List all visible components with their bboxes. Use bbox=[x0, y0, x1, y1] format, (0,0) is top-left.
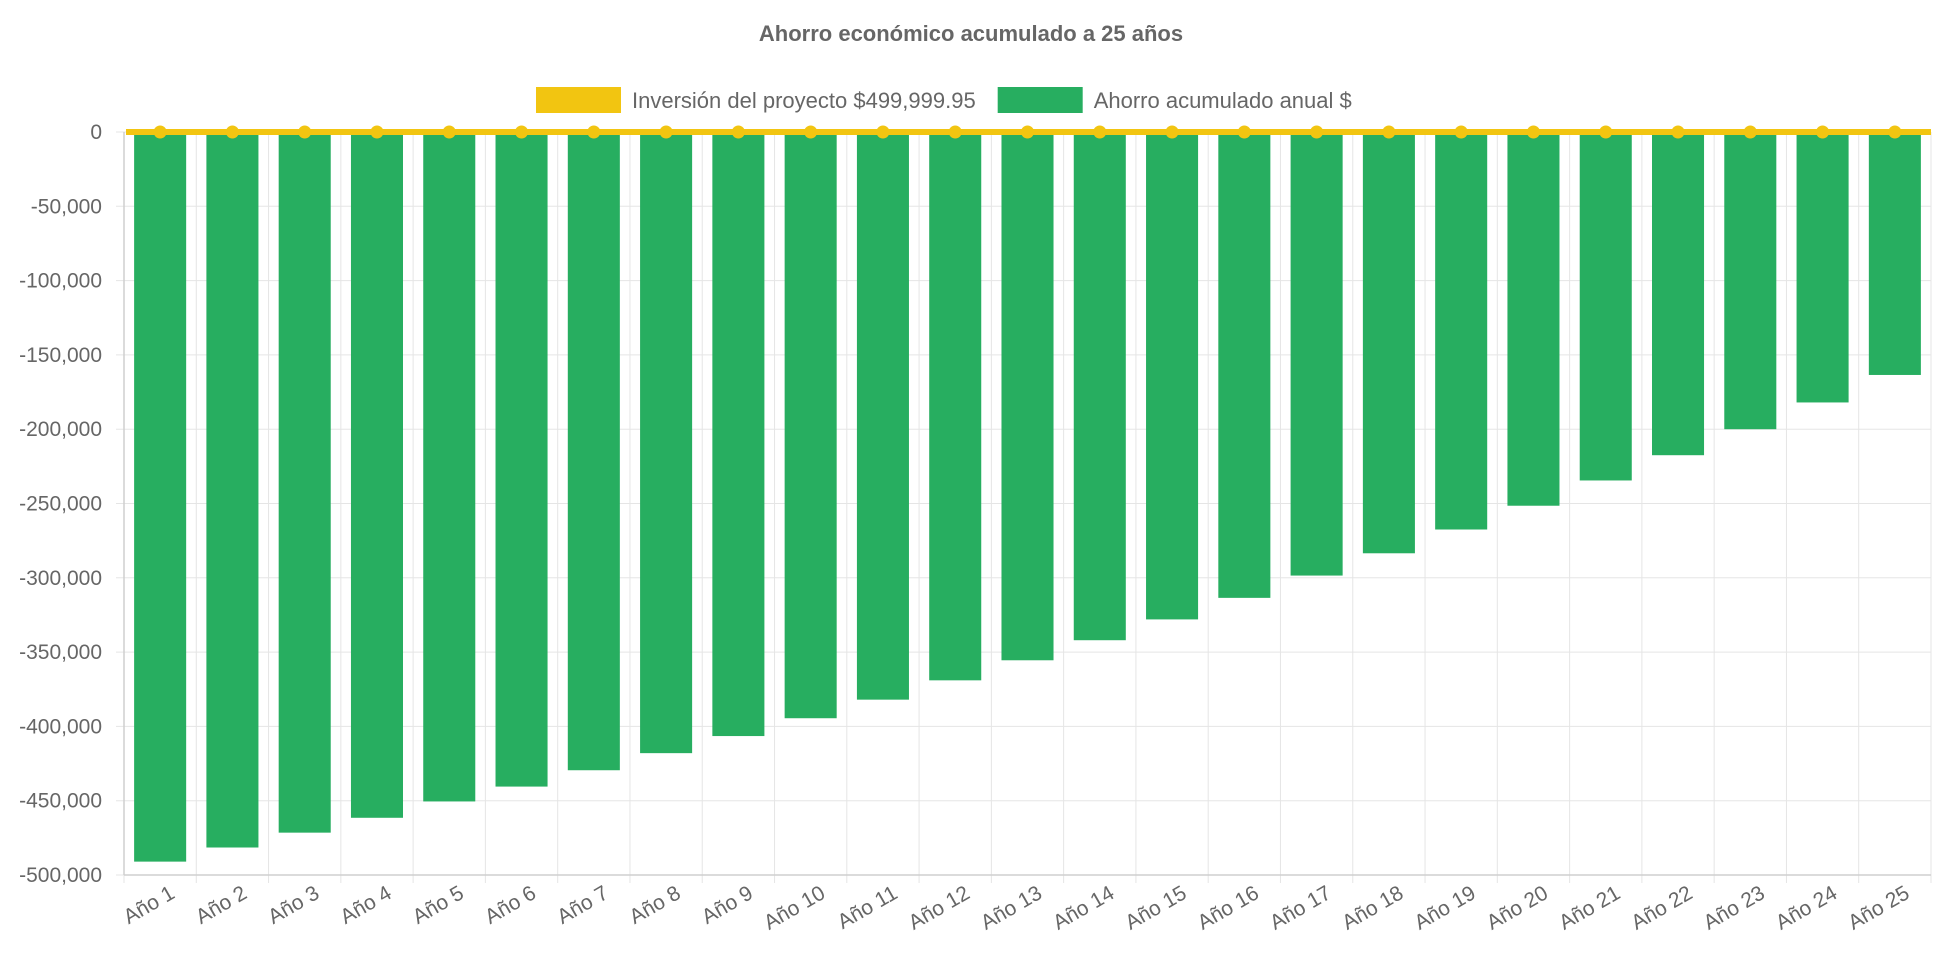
line-series bbox=[126, 125, 1931, 139]
line-point[interactable] bbox=[1743, 125, 1757, 139]
bar[interactable] bbox=[784, 132, 837, 719]
x-tick-label: Año 12 bbox=[905, 881, 974, 934]
line-point[interactable] bbox=[1671, 125, 1685, 139]
line-point[interactable] bbox=[1165, 125, 1179, 139]
legend-swatch[interactable] bbox=[536, 87, 621, 113]
line-point[interactable] bbox=[1816, 125, 1830, 139]
x-tick-label: Año 20 bbox=[1483, 881, 1552, 934]
y-tick-label: 0 bbox=[90, 121, 102, 144]
x-tick-label: Año 19 bbox=[1411, 881, 1480, 934]
line-point[interactable] bbox=[804, 125, 818, 139]
x-tick-label: Año 5 bbox=[409, 881, 468, 928]
x-tick-label: Año 11 bbox=[834, 881, 902, 933]
line-point[interactable] bbox=[1454, 125, 1468, 139]
y-tick-label: -200,000 bbox=[19, 418, 102, 441]
line-point[interactable] bbox=[1021, 125, 1034, 139]
bar-series bbox=[134, 132, 1921, 862]
bar[interactable] bbox=[134, 132, 187, 862]
line-point[interactable] bbox=[876, 125, 890, 139]
x-tick-label: Año 18 bbox=[1338, 881, 1407, 934]
line-point[interactable] bbox=[731, 125, 745, 139]
x-tick-label: Año 4 bbox=[336, 881, 395, 929]
bar[interactable] bbox=[1724, 132, 1777, 430]
x-tick-label: Año 7 bbox=[553, 881, 612, 928]
line-point[interactable] bbox=[587, 125, 601, 139]
line-point[interactable] bbox=[1599, 125, 1613, 139]
bar[interactable] bbox=[567, 132, 620, 771]
y-tick-label: -150,000 bbox=[19, 344, 102, 367]
y-tick-label: -400,000 bbox=[19, 715, 102, 738]
line-point[interactable] bbox=[1382, 125, 1396, 139]
bar[interactable] bbox=[1651, 132, 1705, 456]
x-tick-label: Año 16 bbox=[1194, 881, 1263, 934]
bar[interactable] bbox=[712, 132, 765, 737]
x-tick-label: Año 24 bbox=[1772, 881, 1841, 934]
line-point[interactable] bbox=[1310, 125, 1324, 139]
bar[interactable] bbox=[278, 132, 331, 833]
line-point[interactable] bbox=[1093, 125, 1107, 139]
legend-swatch[interactable] bbox=[997, 87, 1083, 113]
bar[interactable] bbox=[1073, 132, 1126, 641]
bar[interactable] bbox=[1435, 132, 1488, 530]
legend-label[interactable]: Ahorro acumulado anual $ bbox=[1094, 88, 1352, 113]
bar[interactable] bbox=[856, 132, 909, 700]
bar[interactable] bbox=[1290, 132, 1343, 576]
line-point[interactable] bbox=[1526, 125, 1540, 139]
bar[interactable] bbox=[350, 132, 404, 818]
x-tick-label: Año 23 bbox=[1700, 881, 1769, 934]
x-tick-label: Año 6 bbox=[481, 881, 540, 928]
bar[interactable] bbox=[929, 132, 982, 681]
y-tick-label: -300,000 bbox=[19, 567, 102, 590]
x-tick-label: Año 13 bbox=[977, 881, 1046, 934]
x-tick-label: Año 1 bbox=[120, 881, 179, 928]
x-tick-label: Año 9 bbox=[698, 881, 757, 928]
x-tick-label: Año 14 bbox=[1049, 881, 1118, 934]
x-tick-label: Año 8 bbox=[626, 881, 685, 928]
bar[interactable] bbox=[1796, 132, 1849, 403]
x-tick-label: Año 25 bbox=[1844, 881, 1913, 934]
x-tick-label: Año 2 bbox=[192, 881, 251, 928]
bar[interactable] bbox=[640, 132, 693, 754]
line-point[interactable] bbox=[370, 125, 384, 139]
y-tick-label: -450,000 bbox=[19, 790, 102, 813]
y-tick-label: -50,000 bbox=[31, 195, 102, 218]
bar[interactable] bbox=[495, 132, 548, 787]
y-tick-label: -350,000 bbox=[19, 641, 102, 664]
x-tick-label: Año 10 bbox=[760, 881, 829, 934]
legend-label[interactable]: Inversión del proyecto $499,999.95 bbox=[632, 88, 976, 113]
bar[interactable] bbox=[1362, 132, 1415, 554]
line-point[interactable] bbox=[225, 125, 239, 139]
bar[interactable] bbox=[1868, 132, 1921, 375]
y-tick-label: -250,000 bbox=[19, 493, 102, 516]
line-point[interactable] bbox=[659, 125, 673, 139]
legend: Inversión del proyecto $499,999.95 Ahorro… bbox=[536, 87, 1352, 113]
line-point[interactable] bbox=[1237, 125, 1251, 139]
x-tick-label: Año 22 bbox=[1627, 881, 1696, 934]
x-tick-label: Año 3 bbox=[264, 881, 323, 928]
x-tick-label: Año 17 bbox=[1266, 881, 1335, 934]
bar[interactable] bbox=[1146, 132, 1199, 620]
x-axis: Año 1 Año 2 Año 3 Año 4 Año 5 Año 6 Año 7 Año 8… bbox=[120, 874, 1931, 935]
bar[interactable] bbox=[1579, 132, 1632, 481]
x-tick-label: Año 15 bbox=[1121, 881, 1190, 934]
bar[interactable] bbox=[1218, 132, 1271, 598]
line-point[interactable] bbox=[1888, 125, 1902, 139]
bar[interactable] bbox=[423, 132, 476, 802]
line-point[interactable] bbox=[515, 125, 529, 139]
chart-title: Ahorro económico acumulado a 25 años bbox=[759, 21, 1183, 46]
y-axis: 0 -50,000 -100,000 -150,000 -200,000 -250,000… bbox=[19, 121, 125, 887]
x-tick-label: Año 21 bbox=[1555, 881, 1624, 934]
line-point[interactable] bbox=[442, 125, 456, 139]
line-point[interactable] bbox=[948, 125, 962, 139]
y-tick-label: -500,000 bbox=[19, 864, 102, 887]
y-tick-label: -100,000 bbox=[19, 270, 102, 293]
bar[interactable] bbox=[1001, 132, 1054, 661]
bar[interactable] bbox=[206, 132, 259, 848]
line-point[interactable] bbox=[153, 125, 167, 139]
line-point[interactable] bbox=[298, 125, 312, 139]
bar[interactable] bbox=[1507, 132, 1560, 506]
